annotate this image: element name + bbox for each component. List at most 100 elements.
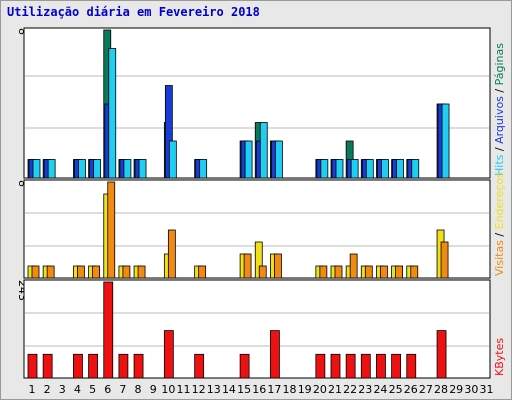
x-tick-label-7: 7	[119, 383, 126, 396]
bar-enderecos-day-24	[380, 265, 388, 279]
x-tick-label-31: 31	[480, 383, 494, 396]
x-tick-label-29: 29	[449, 383, 463, 396]
bar-kbytes-day-12	[194, 353, 205, 379]
bar-enderecos-day-4	[77, 265, 85, 279]
x-tick-label-13: 13	[207, 383, 221, 396]
bar-paginas-day-5	[93, 159, 101, 179]
bar-kbytes-day-25	[391, 353, 402, 379]
x-tick-label-21: 21	[328, 383, 342, 396]
x-tick-label-14: 14	[222, 383, 236, 396]
bar-paginas-day-22	[350, 159, 359, 179]
bar-kbytes-day-5	[88, 353, 98, 379]
x-tick-label-26: 26	[404, 383, 418, 396]
legend-hits: Hits	[493, 154, 506, 176]
top-legend-separator: /	[493, 85, 506, 96]
middle-ymax-label: 8	[16, 180, 29, 187]
bar-paginas-day-26	[411, 159, 420, 179]
bar-kbytes-day-17	[269, 330, 280, 379]
bar-kbytes-day-21	[330, 353, 341, 379]
bar-paginas-day-23	[365, 159, 374, 179]
bottom-legend: KBytes	[493, 338, 506, 376]
bar-paginas-day-16	[259, 122, 268, 179]
bar-enderecos-day-1	[31, 265, 40, 279]
x-tick-label-6: 6	[104, 383, 111, 396]
bar-kbytes-day-22	[345, 353, 356, 379]
x-tick-label-28: 28	[434, 383, 448, 396]
bar-enderecos-day-20	[319, 265, 328, 279]
bar-paginas-day-8	[138, 159, 147, 179]
x-tick-label-25: 25	[389, 383, 403, 396]
bar-enderecos-day-22	[349, 253, 358, 279]
x-tick-label-16: 16	[252, 383, 266, 396]
x-tick-label-5: 5	[89, 383, 96, 396]
bar-paginas-day-21	[335, 159, 344, 179]
bar-paginas-day-6	[108, 48, 117, 179]
top-legend: Hits / Arquivos / Páginas	[493, 43, 506, 176]
bar-enderecos-day-2	[46, 265, 55, 279]
bar-enderecos-day-17	[273, 253, 282, 279]
bar-enderecos-day-25	[395, 265, 404, 279]
legend-visitas: Visitas	[493, 240, 506, 276]
bar-paginas-day-25	[396, 159, 405, 179]
x-tick-label-9: 9	[150, 383, 157, 396]
x-tick-label-27: 27	[419, 383, 433, 396]
x-tick-label-10: 10	[161, 383, 175, 396]
bar-enderecos-day-28	[440, 241, 449, 279]
bar-arquivos-day-10	[164, 85, 173, 179]
bar-paginas-day-20	[320, 159, 329, 179]
x-tick-label-19: 19	[298, 383, 312, 396]
x-tick-label-20: 20	[313, 383, 327, 396]
bar-kbytes-day-26	[406, 353, 417, 379]
bar-paginas-day-4	[78, 159, 86, 179]
bar-kbytes-day-4	[73, 353, 83, 379]
bar-kbytes-day-2	[42, 353, 53, 379]
bar-kbytes-day-28	[436, 330, 447, 379]
bar-enderecos-day-5	[92, 265, 100, 279]
x-tick-label-30: 30	[464, 383, 478, 396]
top-ymax-label: 8	[16, 28, 29, 35]
bar-kbytes-day-7	[118, 353, 129, 379]
x-tick-label-23: 23	[358, 383, 372, 396]
bar-enderecos-day-8	[137, 265, 146, 279]
bar-visitas-day-16	[254, 241, 263, 279]
x-tick-label-2: 2	[44, 383, 51, 396]
bar-enderecos-day-23	[364, 265, 373, 279]
bar-kbytes-day-20	[315, 353, 326, 379]
bar-enderecos-day-26	[410, 265, 419, 279]
x-tick-label-12: 12	[192, 383, 206, 396]
x-tick-label-24: 24	[373, 383, 387, 396]
bar-kbytes-day-8	[133, 353, 144, 379]
x-tick-label-22: 22	[343, 383, 357, 396]
x-tick-label-15: 15	[237, 383, 251, 396]
bar-enderecos-day-21	[334, 265, 343, 279]
middle-legend-separator: /	[493, 229, 506, 240]
x-tick-label-1: 1	[29, 383, 36, 396]
legend-paginas: Páginas	[493, 43, 506, 86]
x-tick-label-18: 18	[283, 383, 297, 396]
bar-kbytes-day-23	[360, 353, 371, 379]
bar-enderecos-day-16	[258, 265, 267, 279]
bar-enderecos-day-10	[167, 229, 176, 279]
middle-legend: Visitas / Endereços	[493, 172, 506, 276]
bar-paginas-day-2	[47, 159, 56, 179]
bar-paginas-day-1	[32, 159, 41, 179]
bar-paginas-day-7	[123, 159, 132, 179]
bar-kbytes-day-15	[239, 353, 250, 379]
x-tick-label-17: 17	[267, 383, 281, 396]
x-tick-label-3: 3	[59, 383, 66, 396]
x-tick-label-11: 11	[177, 383, 191, 396]
top-legend-separator: /	[493, 144, 506, 155]
bar-enderecos-day-7	[122, 265, 131, 279]
bar-paginas-day-10	[168, 140, 177, 179]
bar-enderecos-day-6	[107, 181, 116, 279]
chart-title: Utilização diária em Fevereiro 2018	[7, 5, 260, 19]
bar-kbytes-day-10	[163, 330, 174, 379]
legend-enderecos: Endereços	[493, 172, 506, 229]
bar-paginas-day-28	[441, 103, 450, 179]
bar-enderecos-day-12	[198, 265, 207, 279]
bar-paginas-day-24	[381, 159, 389, 179]
bar-kbytes-day-1	[27, 353, 38, 379]
legend-arquivos: Arquivos	[493, 96, 506, 144]
bar-enderecos-day-15	[243, 253, 252, 279]
